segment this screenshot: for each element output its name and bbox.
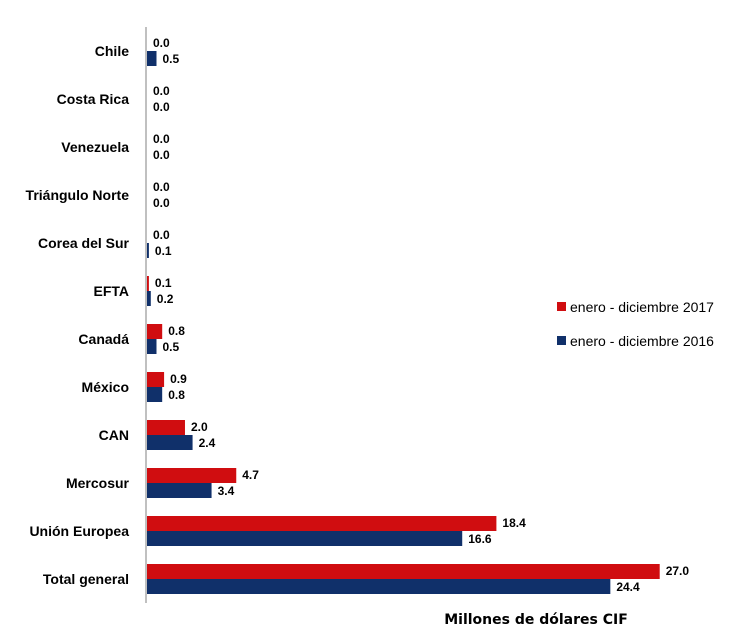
value-label-union-europea-2017: 18.4: [502, 516, 526, 530]
category-label-efta: EFTA: [93, 283, 129, 299]
category-label-can: CAN: [99, 427, 129, 443]
legend: enero - diciembre 2017 enero - diciembre …: [557, 299, 714, 349]
value-label-venezuela-2017: 0.0: [153, 132, 170, 146]
value-label-chile-2016: 0.5: [162, 52, 179, 66]
value-label-total-general-2016: 24.4: [616, 580, 640, 594]
value-label-triangulo-norte-2017: 0.0: [153, 180, 170, 194]
bar-union-europea-2017: [147, 516, 497, 531]
bar-mercosur-2016: [147, 483, 212, 498]
labels-group: Chile 0.0 0.5 Costa Rica 0.0 0.0 Venezuela 0.0 0…: [26, 36, 690, 594]
value-label-triangulo-norte-2016: 0.0: [153, 196, 170, 210]
category-label-corea-del-sur: Corea del Sur: [38, 235, 130, 251]
category-label-canada: Canadá: [78, 331, 129, 347]
value-label-corea-del-sur-2016: 0.1: [155, 244, 172, 258]
bar-corea-del-sur-2016: [147, 243, 149, 258]
legend-swatch-2016: [557, 336, 566, 345]
bar-efta-2017: [147, 276, 149, 291]
category-label-union-europea: Unión Europea: [29, 523, 129, 539]
value-label-venezuela-2016: 0.0: [153, 148, 170, 162]
bar-canada-2016: [147, 339, 157, 354]
value-label-total-general-2017: 27.0: [666, 564, 690, 578]
value-label-mercosur-2016: 3.4: [218, 484, 235, 498]
value-label-costa-rica-2016: 0.0: [153, 100, 170, 114]
bar-mexico-2016: [147, 387, 163, 402]
bar-total-general-2016: [147, 579, 611, 594]
value-label-costa-rica-2017: 0.0: [153, 84, 170, 98]
value-label-mexico-2016: 0.8: [168, 388, 185, 402]
category-label-costa-rica: Costa Rica: [57, 91, 130, 107]
value-label-corea-del-sur-2017: 0.0: [153, 228, 170, 242]
value-label-canada-2016: 0.5: [162, 340, 179, 354]
legend-label-2016: enero - diciembre 2016: [570, 333, 714, 349]
value-label-chile-2017: 0.0: [153, 36, 170, 50]
category-label-total-general: Total general: [43, 571, 129, 587]
category-label-mercosur: Mercosur: [66, 475, 130, 491]
category-label-mexico: México: [82, 379, 129, 395]
bar-mexico-2017: [147, 372, 165, 387]
value-label-canada-2017: 0.8: [168, 324, 185, 338]
bar-efta-2016: [147, 291, 151, 306]
value-label-efta-2017: 0.1: [155, 276, 172, 290]
legend-label-2017: enero - diciembre 2017: [570, 299, 714, 315]
bar-can-2017: [147, 420, 185, 435]
legend-swatch-2017: [557, 302, 566, 311]
category-label-triangulo-norte: Triángulo Norte: [26, 187, 130, 203]
value-label-can-2016: 2.4: [199, 436, 216, 450]
bar-total-general-2017: [147, 564, 660, 579]
bar-union-europea-2016: [147, 531, 463, 546]
category-label-chile: Chile: [95, 43, 129, 59]
bar-can-2016: [147, 435, 193, 450]
category-label-venezuela: Venezuela: [61, 139, 129, 155]
bar-chile-2016: [147, 51, 157, 66]
value-label-mercosur-2017: 4.7: [242, 468, 259, 482]
value-label-mexico-2017: 0.9: [170, 372, 187, 386]
value-label-union-europea-2016: 16.6: [468, 532, 492, 546]
value-label-can-2017: 2.0: [191, 420, 208, 434]
value-label-efta-2016: 0.2: [157, 292, 174, 306]
bar-canada-2017: [147, 324, 163, 339]
bars-group: [147, 51, 660, 594]
x-axis-label: Millones de dólares CIF: [444, 612, 628, 628]
bar-mercosur-2017: [147, 468, 237, 483]
